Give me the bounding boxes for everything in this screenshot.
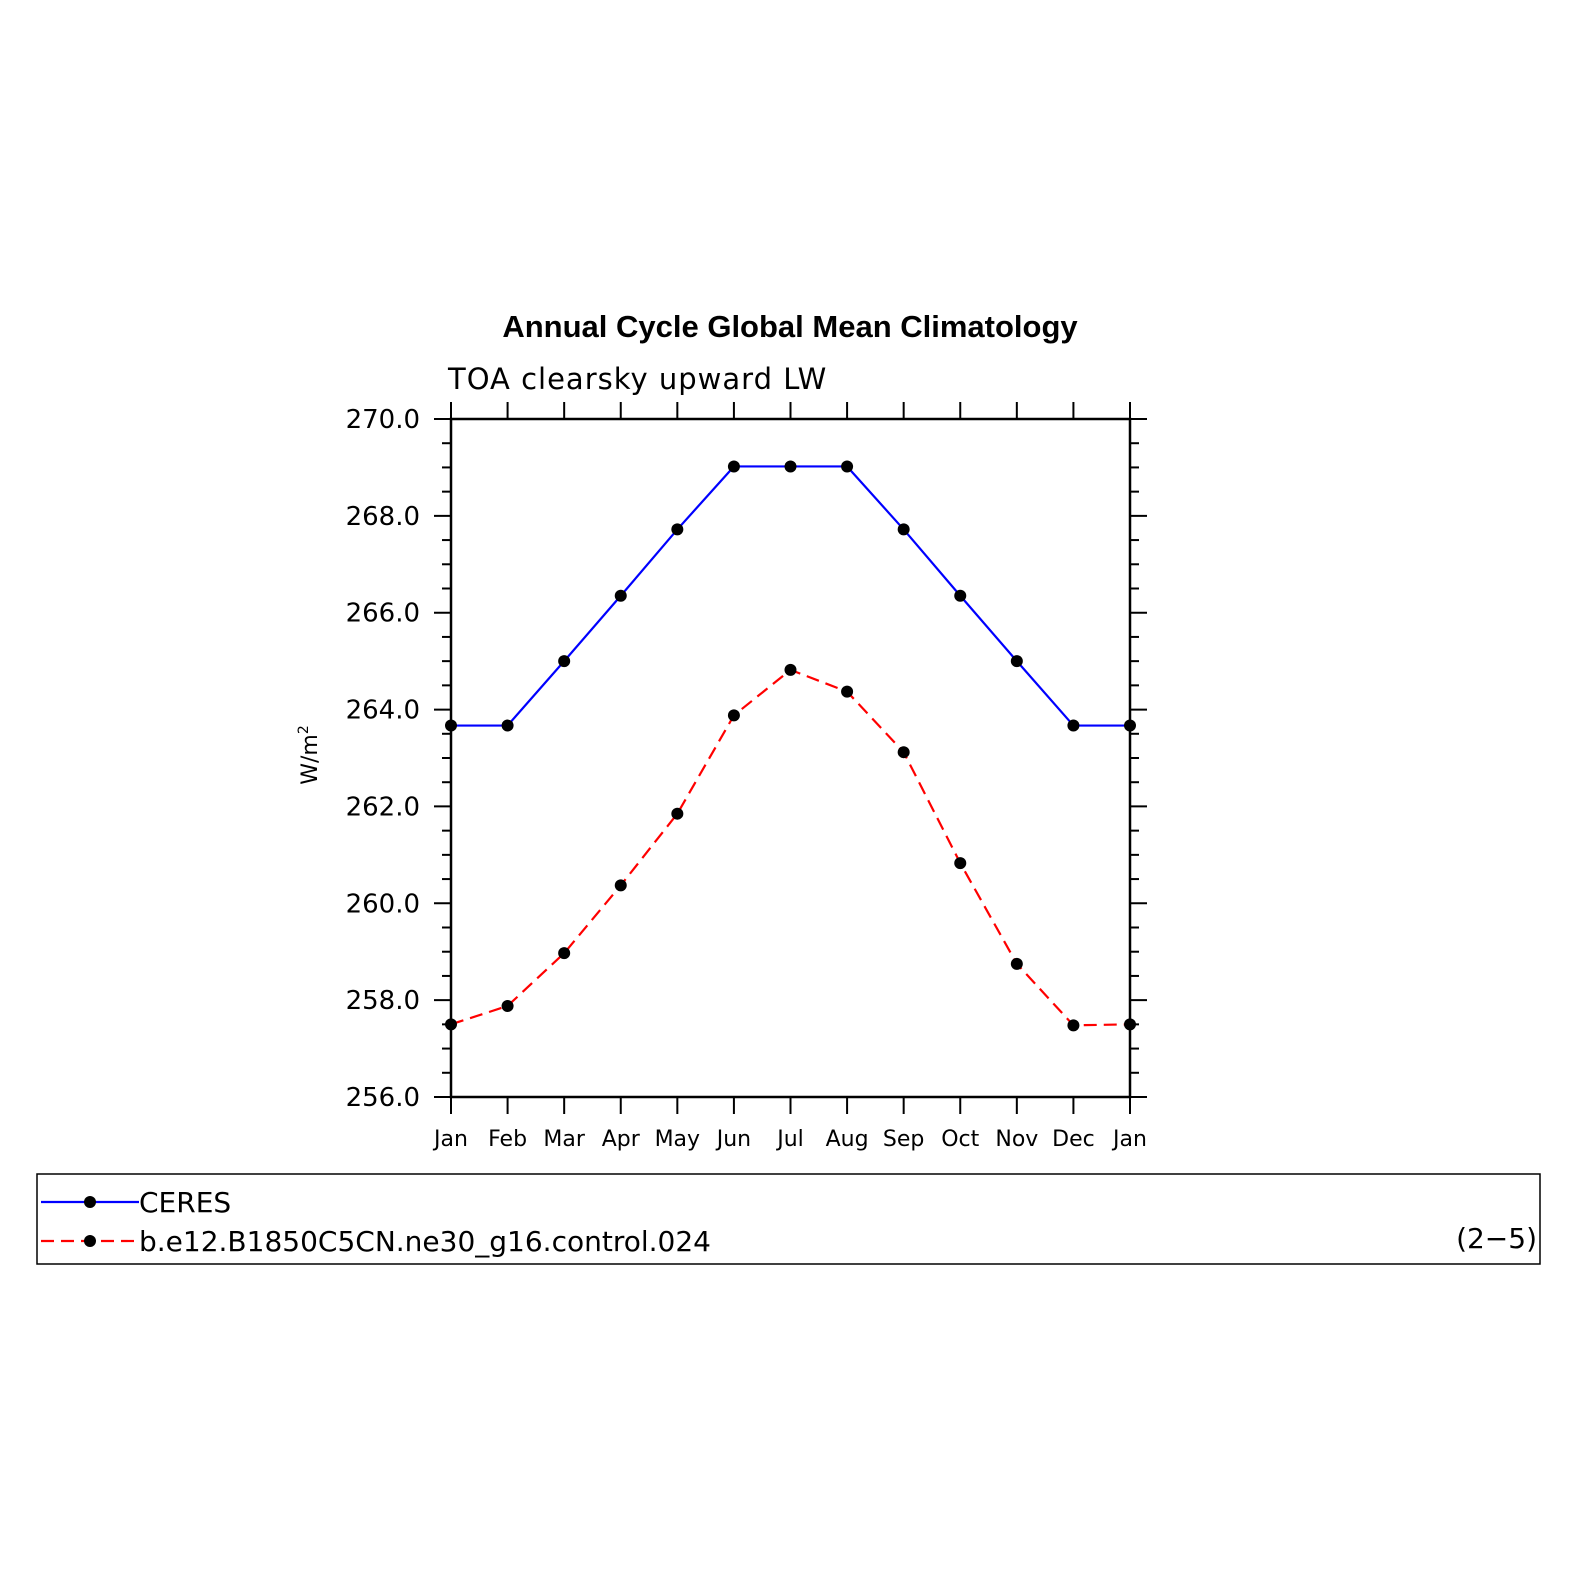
x-tick-label: Feb [488,1127,527,1152]
y-tick-label: 270.0 [346,405,420,435]
x-tick-label: Jun [715,1127,751,1152]
x-tick-labels: Jan Feb Mar Apr May Jun Jul Aug Sep Oct Nov Dec Jan [432,1127,1147,1152]
data-point [727,460,740,473]
legend-box [36,1173,1541,1265]
y-tick-label: 264.0 [346,696,420,726]
data-point [897,746,910,759]
data-point [954,589,967,602]
legend-swatch-marker [84,1235,96,1247]
data-point [784,460,797,473]
data-point [784,663,797,676]
chart-title: Annual Cycle Global Mean Climatology [502,309,1078,344]
y-axis-label-text: W/m [298,734,323,785]
data-point [954,857,967,870]
chart-subtitle: TOA clearsky upward LW [447,362,827,396]
svg-text:W/m2: W/m2 [296,725,323,785]
legend-items: CERES b.e12.B1850C5CN.ne30_g16.control.02… [41,1186,711,1258]
y-tick-label: 256.0 [346,1083,420,1113]
x-tick-label: Sep [883,1127,924,1152]
data-point [1010,957,1023,970]
x-tick-label: Dec [1052,1127,1095,1152]
data-point [1067,719,1080,732]
data-point [614,879,627,892]
data-point [1010,655,1023,668]
data-point [1124,1018,1136,1031]
y-tick-label: 266.0 [346,599,420,629]
panel-annotation: (2−5) [1456,1222,1537,1255]
data-point [558,655,571,668]
data-point [897,523,910,536]
y-axis-label-superscript: 2 [296,725,312,734]
data-point [841,460,854,473]
data-point [614,589,627,602]
x-tick-label: Apr [602,1127,641,1152]
data-point [1124,719,1136,732]
series-1 [445,460,1136,732]
plot-axes [434,402,1147,1114]
y-axis-label: W/m2 [296,725,323,785]
legend-item-1: CERES [41,1186,231,1219]
data-point [1067,1019,1080,1032]
legend-swatch-marker [84,1196,96,1208]
y-tick-label: 268.0 [346,502,420,532]
x-tick-label: Nov [995,1127,1038,1152]
x-tick-label: Jan [1111,1127,1147,1152]
legend-item-2: b.e12.B1850C5CN.ne30_g16.control.024 [41,1225,711,1258]
y-tick-label: 258.0 [346,986,420,1016]
x-tick-label: Jan [432,1127,468,1152]
data-point [671,807,684,820]
data-point [558,947,571,960]
data-point [501,719,514,732]
x-tick-label: Aug [826,1127,869,1152]
series-line [451,465,1130,727]
series-line [450,668,1131,1027]
series-group [445,460,1136,1032]
data-point [445,719,457,732]
data-point [841,685,854,698]
y-tick-label: 260.0 [346,889,420,919]
data-point [445,1018,457,1031]
x-tick-label: Oct [941,1127,979,1152]
x-tick-label: May [655,1127,700,1152]
legend: CERES b.e12.B1850C5CN.ne30_g16.control.02… [36,1173,1541,1265]
x-tick-label: Mar [543,1127,585,1152]
x-tick-label: Jul [775,1127,804,1152]
data-point [501,999,514,1012]
y-tick-label: 262.0 [346,792,420,822]
legend-label: CERES [139,1186,231,1219]
data-point [727,709,740,722]
data-point [671,523,684,536]
legend-label: b.e12.B1850C5CN.ne30_g16.control.024 [139,1225,711,1258]
y-tick-labels: 256.0 258.0 260.0 262.0 264.0 266.0 268.0 270.0 [346,405,420,1113]
plot-frame [449,417,1132,1099]
series-2 [445,663,1136,1032]
